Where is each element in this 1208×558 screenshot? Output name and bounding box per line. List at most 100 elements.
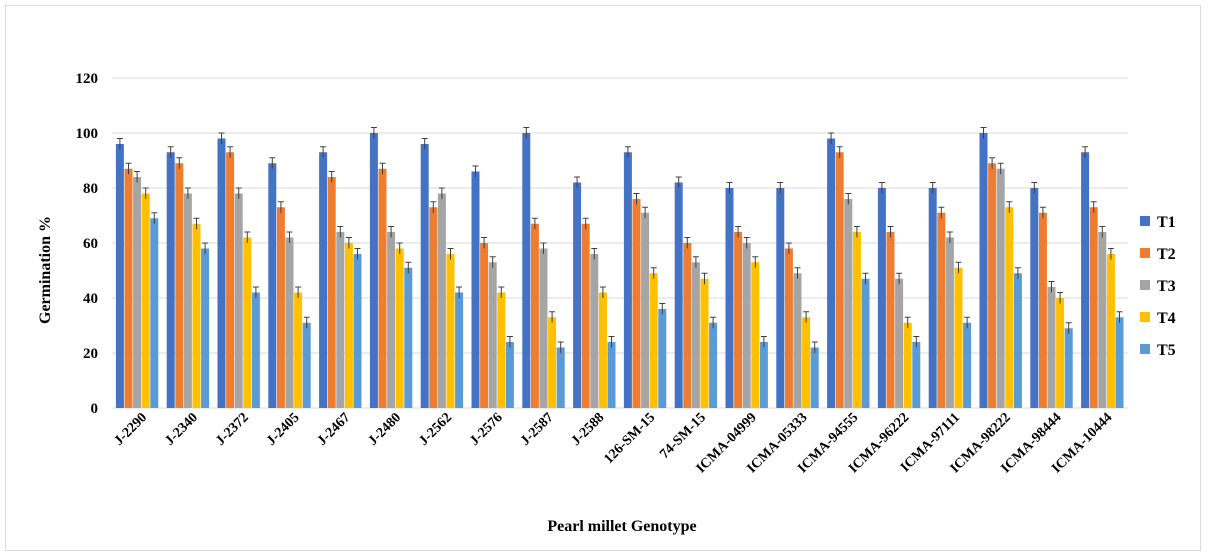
bar-t4 <box>446 254 455 408</box>
bar-t4 <box>192 223 201 408</box>
bar-t5 <box>861 278 870 408</box>
bar-t3 <box>1098 232 1107 408</box>
bar-t2 <box>175 163 184 408</box>
legend-label-t3: T3 <box>1157 278 1176 295</box>
bar-t1 <box>877 188 886 408</box>
bar-t5 <box>556 347 565 408</box>
bar-t4 <box>1056 298 1065 408</box>
bar-t4 <box>395 248 404 408</box>
gridlines <box>112 77 1128 409</box>
bar-t2 <box>734 232 743 408</box>
bar-t1 <box>268 163 277 408</box>
bar-t5 <box>1064 328 1073 408</box>
bar-t5 <box>759 342 768 408</box>
bar-t4 <box>954 267 963 408</box>
bar-t3 <box>437 193 446 408</box>
bar-t5 <box>1115 317 1124 408</box>
bar-t2 <box>124 168 133 408</box>
bar-t1 <box>319 152 328 408</box>
legend-swatch-t2 <box>1140 248 1150 258</box>
bar-t1 <box>522 133 531 408</box>
legend-label-t5: T5 <box>1157 342 1176 359</box>
bar-t1 <box>827 138 836 408</box>
bar-t2 <box>429 207 438 408</box>
legend-label-t2: T2 <box>1157 246 1176 263</box>
x-tick-labels: J-2290 J-2340 J-2372 J-2405 J-2467 J-2480 J-25… <box>112 410 1116 476</box>
legend-swatch-t5 <box>1140 344 1150 354</box>
bar-t5 <box>709 322 718 408</box>
bar-t5 <box>201 248 210 408</box>
legend-swatch-t4 <box>1140 312 1150 322</box>
bar-t4 <box>294 292 303 408</box>
bar-t3 <box>945 237 954 408</box>
bar-t3 <box>793 273 802 408</box>
bar-t2 <box>378 168 387 408</box>
bar-t1 <box>420 144 429 408</box>
bar-t3 <box>234 193 243 408</box>
bar-t3 <box>387 232 396 408</box>
x-tick-label: 74-SM-15 <box>657 410 709 462</box>
y-tick-label: 20 <box>83 346 98 362</box>
bar-t5 <box>658 309 667 408</box>
bar-t2 <box>327 177 336 408</box>
bar-t3 <box>641 212 650 408</box>
legend-swatch-t3 <box>1140 280 1150 290</box>
bar-t2 <box>1038 212 1047 408</box>
bar-t4 <box>344 243 353 408</box>
bar-t4 <box>548 317 557 408</box>
bar-t4 <box>802 317 811 408</box>
x-tick-label: J-2467 <box>315 410 354 449</box>
y-tick-label: 80 <box>83 181 98 197</box>
bar-t1 <box>166 152 175 408</box>
bar-t1 <box>674 182 683 408</box>
bar-t2 <box>276 207 285 408</box>
bar-t5 <box>810 347 819 408</box>
bar-t1 <box>471 171 480 408</box>
bar-t2 <box>937 212 946 408</box>
bar-t5 <box>353 254 362 408</box>
y-tick-label: 0 <box>91 401 99 417</box>
bar-t5 <box>455 292 464 408</box>
bar-t2 <box>1089 207 1098 408</box>
bar-t4 <box>1005 207 1014 408</box>
legend-label-t1: T1 <box>1157 214 1176 231</box>
y-axis-title: Germination % <box>37 216 54 324</box>
y-tick-label: 60 <box>83 236 98 252</box>
x-tick-label: J-2576 <box>467 410 506 449</box>
bar-t5 <box>912 342 921 408</box>
bar-t4 <box>497 292 506 408</box>
x-tick-label: J-2480 <box>366 410 405 449</box>
bar-t2 <box>784 248 793 408</box>
bar-t5 <box>251 292 260 408</box>
bar-t5 <box>1013 273 1022 408</box>
bar-t3 <box>285 237 294 408</box>
bar-t5 <box>607 342 616 408</box>
bar-t4 <box>649 273 658 408</box>
bar-t5 <box>404 267 413 408</box>
bar-t4 <box>852 232 861 408</box>
x-tick-label: J-2372 <box>213 410 252 449</box>
bar-t4 <box>598 292 607 408</box>
bar-t4 <box>141 193 150 408</box>
bar-t3 <box>488 262 497 408</box>
bar-t2 <box>683 243 692 408</box>
bar-t5 <box>505 342 514 408</box>
bar-t2 <box>835 152 844 408</box>
y-tick-label: 120 <box>76 71 99 87</box>
bar-t3 <box>336 232 345 408</box>
bar-t4 <box>243 237 252 408</box>
bar-t1 <box>115 144 124 408</box>
bar-t3 <box>844 199 853 408</box>
x-tick-label: J-2562 <box>416 410 455 449</box>
y-tick-label: 40 <box>83 291 98 307</box>
y-tick-labels: 0 20 40 60 80 100 120 <box>76 71 99 417</box>
bar-t1 <box>1081 152 1090 408</box>
bars <box>115 127 1124 408</box>
bar-t3 <box>539 248 548 408</box>
bar-t2 <box>581 223 590 408</box>
bar-t3 <box>590 254 599 408</box>
bar-t3 <box>996 168 1005 408</box>
bar-t3 <box>183 193 192 408</box>
bar-t1 <box>1030 188 1039 408</box>
